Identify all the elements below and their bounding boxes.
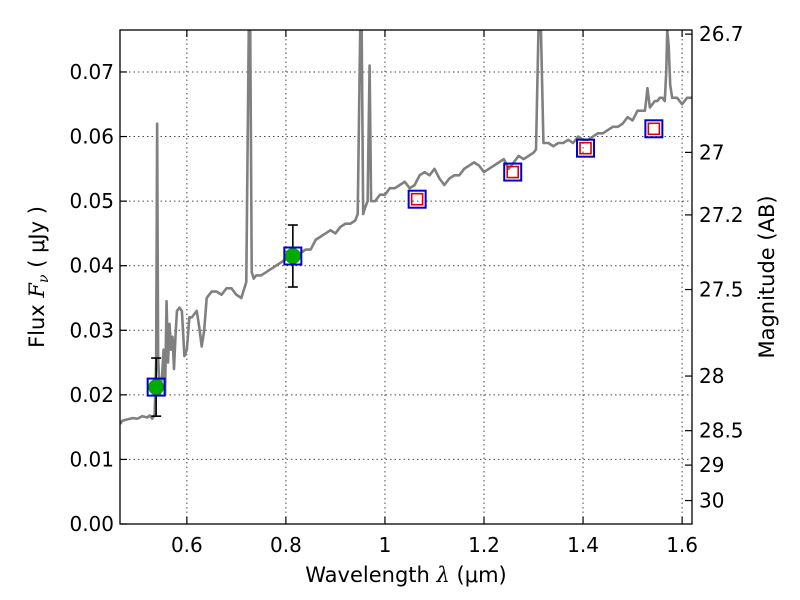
x-tick-label: 1.6 (666, 533, 698, 557)
x-tick-label: 1 (379, 533, 392, 557)
model-point (283, 246, 303, 266)
grid-lines (120, 30, 692, 524)
tick-labels: 0.6 0.8 1 1.2 1.4 1.6 0.00 0.01 0.02 0.03 0.04 0.05… (69, 22, 743, 557)
y-tick-label: 0.01 (69, 447, 114, 471)
mag-tick-label: 29 (699, 453, 724, 477)
mag-tick-label: 28.5 (699, 419, 744, 443)
series-layer (120, 30, 692, 425)
y-tick-label: 0.03 (69, 318, 114, 342)
mag-tick-label: 30 (699, 489, 724, 513)
x-tick-label: 0.8 (270, 533, 302, 557)
mag-tick-label: 28 (699, 364, 724, 388)
model-point (407, 189, 427, 209)
model-point (644, 119, 664, 139)
predicted-point (579, 141, 592, 155)
y2-axis-label: Magnitude (AB) (755, 195, 779, 358)
mag-tick-label: 26.7 (699, 22, 744, 46)
x-tick-label: 1.2 (468, 533, 500, 557)
mag-tick-label: 27.5 (699, 278, 744, 302)
observed-point (148, 379, 165, 396)
plot-area (120, 30, 692, 425)
x-axis-label: Wavelength λ (μm) (305, 563, 506, 587)
y-tick-label: 0.06 (69, 125, 114, 149)
y-tick-label: 0.00 (69, 512, 114, 536)
plot-frame (119, 29, 693, 525)
model-point (146, 377, 166, 397)
predicted-point (506, 165, 520, 179)
predicted-point (647, 122, 661, 136)
model-point (503, 162, 523, 182)
marker-layer (146, 119, 664, 417)
x-tick-label: 1.4 (567, 533, 599, 557)
x-tick-label: 0.6 (171, 533, 203, 557)
sed-line (120, 30, 692, 425)
y-tick-label: 0.04 (69, 254, 114, 278)
y-tick-label: 0.05 (69, 189, 114, 213)
y-tick-label: 0.02 (69, 383, 114, 407)
y-axis-label: Flux Fν ( μJy ) (25, 206, 52, 348)
model-point (576, 138, 596, 158)
mag-tick-label: 27 (699, 140, 724, 164)
predicted-point (410, 192, 424, 206)
y-tick-label: 0.07 (69, 60, 114, 84)
observed-point (284, 248, 301, 265)
tick-marks (120, 30, 692, 525)
mag-tick-label: 27.2 (699, 203, 744, 227)
